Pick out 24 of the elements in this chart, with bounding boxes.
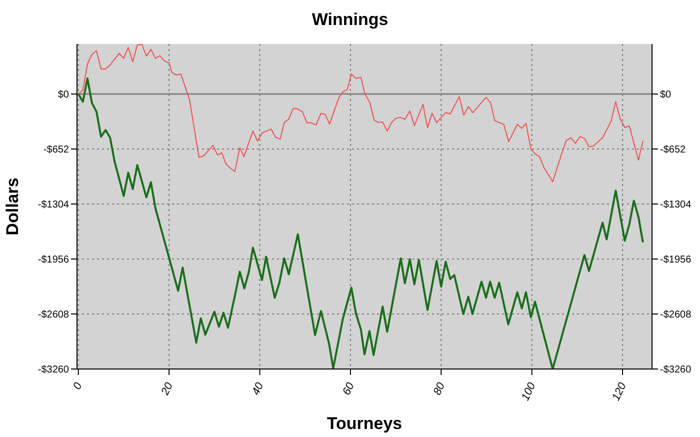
y2-tick-label: -$2608 [660,310,692,321]
y2-tick-label: -$652 [660,144,686,156]
y-tick-label: -$3260 [38,364,70,376]
y-tick-label: -$1956 [38,254,70,266]
y2-tick-label: -$3260 [660,364,692,376]
y-tick-label: -$1304 [38,200,70,211]
x-tick-label: 20 [158,380,176,398]
x-tick-label: 100 [520,380,539,403]
line-series [78,44,644,182]
y2-tick-label: -$1956 [660,254,692,266]
y-tick-label: -$2608 [38,310,70,321]
x-tick-label: 80 [431,380,448,398]
y-tick-label: $0 [58,90,70,101]
x-tick-label: 40 [250,380,266,398]
y2-tick-label: -$1304 [660,200,692,211]
x-tick-label: 0 [71,380,86,392]
x-tick-label: 120 [610,380,630,403]
x-axis-title: Tourneys [326,414,402,433]
line-series [77,77,644,369]
y-tick-label: -$652 [43,144,70,156]
y-axis-title: Dollars [3,178,22,236]
y2-tick-label: $0 [660,90,672,101]
x-tick-label: 60 [340,380,358,398]
chart-title: Winnings [310,10,390,30]
